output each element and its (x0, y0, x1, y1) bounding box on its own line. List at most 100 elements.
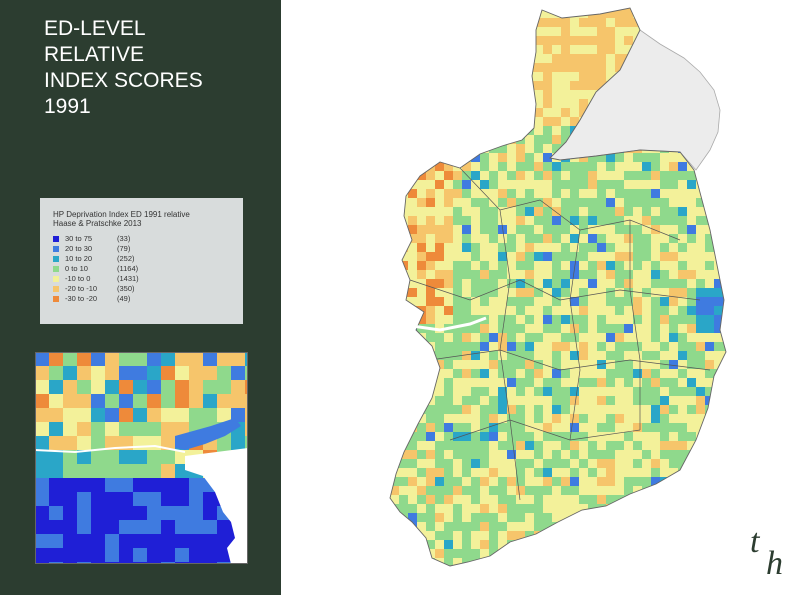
map-cell (714, 36, 723, 45)
map-cell (579, 270, 588, 279)
map-cell (381, 459, 390, 468)
map-cell (516, 486, 525, 495)
map-cell (327, 315, 336, 324)
map-cell (372, 54, 381, 63)
map-cell (669, 504, 678, 513)
map-cell (696, 396, 705, 405)
map-cell (354, 414, 363, 423)
map-cell (354, 342, 363, 351)
map-cell (399, 405, 408, 414)
map-cell (336, 36, 345, 45)
map-cell (516, 468, 525, 477)
map-cell (588, 180, 597, 189)
map-cell (345, 495, 354, 504)
map-cell (606, 540, 615, 549)
map-cell (660, 36, 669, 45)
map-cell (408, 108, 417, 117)
map-cell (489, 378, 498, 387)
map-cell (336, 216, 345, 225)
map-cell (444, 387, 453, 396)
map-cell (723, 18, 726, 27)
map-cell (525, 261, 534, 270)
map-cell (480, 369, 489, 378)
map-cell (471, 549, 480, 558)
map-cell (417, 81, 426, 90)
map-cell (372, 468, 381, 477)
map-cell (705, 540, 714, 549)
map-cell (345, 450, 354, 459)
map-cell (354, 126, 363, 135)
map-cell (588, 18, 597, 27)
map-cell (705, 324, 714, 333)
map-cell (444, 513, 453, 522)
map-cell (723, 387, 726, 396)
map-cell (552, 414, 561, 423)
map-cell (345, 162, 354, 171)
map-cell (318, 432, 327, 441)
map-cell (435, 459, 444, 468)
map-cell (444, 234, 453, 243)
map-cell (543, 162, 552, 171)
map-cell (678, 432, 687, 441)
map-cell (489, 324, 498, 333)
map-cell (687, 477, 696, 486)
map-cell (615, 54, 624, 63)
map-cell (516, 135, 525, 144)
map-cell (480, 8, 489, 9)
map-cell (606, 72, 615, 81)
map-cell (105, 534, 119, 548)
map-cell (381, 432, 390, 441)
map-cell (579, 297, 588, 306)
map-cell (462, 216, 471, 225)
map-cell (161, 478, 175, 492)
map-cell (534, 117, 543, 126)
map-cell (363, 378, 372, 387)
map-cell (570, 198, 579, 207)
map-cell (309, 252, 318, 261)
map-cell (588, 198, 597, 207)
map-cell (561, 72, 570, 81)
map-cell (318, 441, 327, 450)
map-cell (471, 279, 480, 288)
map-cell (615, 405, 624, 414)
map-cell (579, 45, 588, 54)
map-cell (498, 162, 507, 171)
map-cell (588, 171, 597, 180)
map-cell (390, 18, 399, 27)
map-cell (471, 36, 480, 45)
map-cell (462, 576, 471, 580)
map-cell (705, 306, 714, 315)
map-cell (453, 432, 462, 441)
map-cell (336, 243, 345, 252)
map-cell (363, 495, 372, 504)
map-cell (372, 360, 381, 369)
map-cell (336, 63, 345, 72)
map-cell (453, 126, 462, 135)
map-cell (579, 522, 588, 531)
map-cell (318, 189, 327, 198)
map-cell (480, 36, 489, 45)
map-cell (372, 270, 381, 279)
inset-map-cells (35, 352, 248, 564)
map-cell (345, 387, 354, 396)
map-cell (525, 567, 534, 576)
map-cell (435, 117, 444, 126)
map-cell (651, 225, 660, 234)
map-cell (678, 450, 687, 459)
map-cell (309, 441, 318, 450)
map-cell (462, 144, 471, 153)
map-cell (588, 531, 597, 540)
map-cell (624, 351, 633, 360)
map-cell (77, 492, 91, 506)
map-cell (363, 576, 372, 580)
map-cell (35, 352, 49, 366)
map-cell (426, 558, 435, 566)
map-cell (543, 504, 552, 513)
map-cell (381, 9, 390, 18)
map-cell (327, 432, 336, 441)
map-cell (642, 234, 651, 243)
map-cell (372, 378, 381, 387)
map-cell (336, 369, 345, 378)
map-cell (642, 513, 651, 522)
map-cell (714, 540, 723, 549)
